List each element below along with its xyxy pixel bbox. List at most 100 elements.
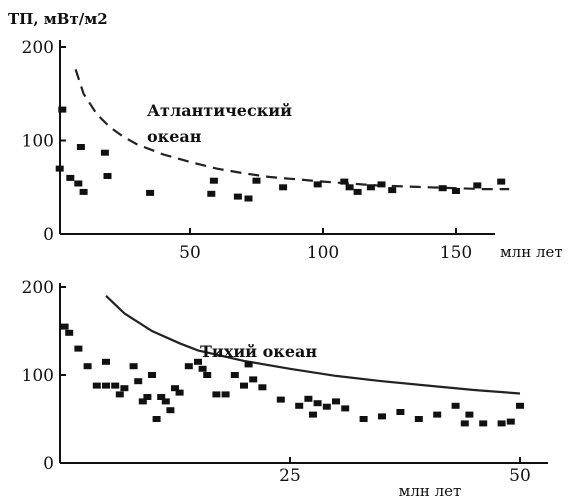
atlantic-panel: 0 100 200 50 100 150 млн лет ТП, мВт/м2 Атлантич…	[8, 10, 563, 263]
ocean-label: Тихий океан	[200, 342, 317, 361]
data-point	[279, 184, 288, 191]
data-point	[102, 358, 110, 365]
data-point	[497, 420, 506, 427]
data-point	[340, 178, 349, 185]
data-point	[175, 389, 184, 396]
data-point	[506, 418, 515, 425]
data-point	[194, 358, 202, 365]
data-point	[388, 187, 397, 194]
data-point	[76, 144, 85, 150]
data-point	[115, 391, 124, 398]
data-point	[198, 365, 207, 372]
data-point	[240, 382, 248, 389]
data-point	[244, 361, 253, 368]
data-point	[146, 189, 155, 196]
pacific-panel: 0 100 200 25 50 млн лет Тихий океан	[22, 278, 548, 500]
data-point	[473, 182, 482, 189]
data-point	[207, 190, 216, 197]
data-point	[465, 411, 474, 418]
data-point	[452, 188, 460, 194]
data-point	[129, 363, 138, 370]
data-point	[184, 363, 193, 370]
data-point	[60, 323, 69, 330]
data-point	[295, 402, 304, 409]
x-axis-label: млн лет	[500, 243, 563, 261]
y-tick-label: 0	[43, 454, 54, 474]
data-point	[479, 420, 488, 427]
ocean-label: Атлантический	[147, 101, 292, 120]
data-point	[396, 409, 405, 415]
data-point	[377, 181, 386, 188]
data-point	[100, 149, 109, 156]
data-point	[332, 398, 340, 405]
data-point	[309, 411, 317, 418]
data-point	[276, 396, 285, 403]
data-point	[148, 372, 156, 378]
data-point	[74, 345, 83, 352]
data-point	[103, 173, 112, 179]
x-tick-label: 50	[179, 243, 201, 263]
x-tick-label: 150	[440, 243, 472, 263]
data-point	[143, 394, 152, 400]
y-axis-label: ТП, мВт/м2	[8, 10, 108, 28]
data-point	[212, 391, 221, 398]
data-point	[65, 329, 74, 336]
data-point	[313, 181, 322, 188]
data-point	[152, 416, 161, 422]
data-point	[249, 376, 258, 383]
data-point	[55, 165, 64, 172]
data-point	[102, 382, 110, 389]
data-point	[138, 398, 147, 405]
ocean-label: океан	[147, 127, 202, 146]
data-point	[366, 184, 375, 191]
data-point	[516, 402, 524, 409]
data-point	[209, 177, 218, 184]
data-point	[58, 106, 67, 113]
trend-curve	[74, 69, 510, 191]
y-tick-label: 100	[22, 132, 54, 152]
data-point	[252, 177, 261, 184]
data-point	[233, 193, 242, 200]
data-point	[134, 378, 143, 385]
y-tick-label: 0	[43, 225, 54, 245]
x-tick-label: 50	[509, 466, 531, 486]
data-point	[460, 420, 469, 427]
x-tick-label: 100	[307, 243, 339, 263]
data-point	[433, 411, 442, 418]
data-point	[414, 416, 423, 422]
trend-curve	[105, 295, 521, 395]
data-point	[79, 188, 88, 195]
x-tick-label: 25	[279, 466, 301, 486]
data-point	[111, 382, 120, 389]
data-point	[313, 400, 322, 407]
data-point	[438, 185, 447, 192]
data-point	[221, 391, 230, 398]
data-point	[258, 384, 267, 391]
data-point	[66, 174, 75, 181]
data-point	[353, 188, 362, 195]
y-tick-label: 200	[22, 278, 54, 298]
data-point	[451, 402, 460, 409]
data-point	[157, 394, 166, 400]
data-point	[166, 407, 175, 414]
data-point	[203, 372, 212, 378]
y-tick-label: 100	[22, 366, 54, 386]
data-point	[497, 178, 506, 185]
data-point	[304, 395, 313, 402]
data-point	[322, 403, 331, 410]
data-point	[161, 398, 170, 405]
data-point	[345, 184, 354, 191]
data-point	[244, 195, 253, 202]
data-point	[74, 180, 83, 187]
data-point	[341, 405, 350, 412]
y-tick-label: 200	[22, 38, 54, 58]
data-point	[359, 416, 368, 422]
x-axis-label: млн лет	[399, 482, 462, 500]
data-point	[378, 413, 386, 420]
data-point	[83, 363, 92, 370]
data-point	[92, 382, 101, 389]
data-point	[120, 385, 129, 392]
data-point	[230, 372, 239, 378]
data-point	[171, 385, 179, 392]
